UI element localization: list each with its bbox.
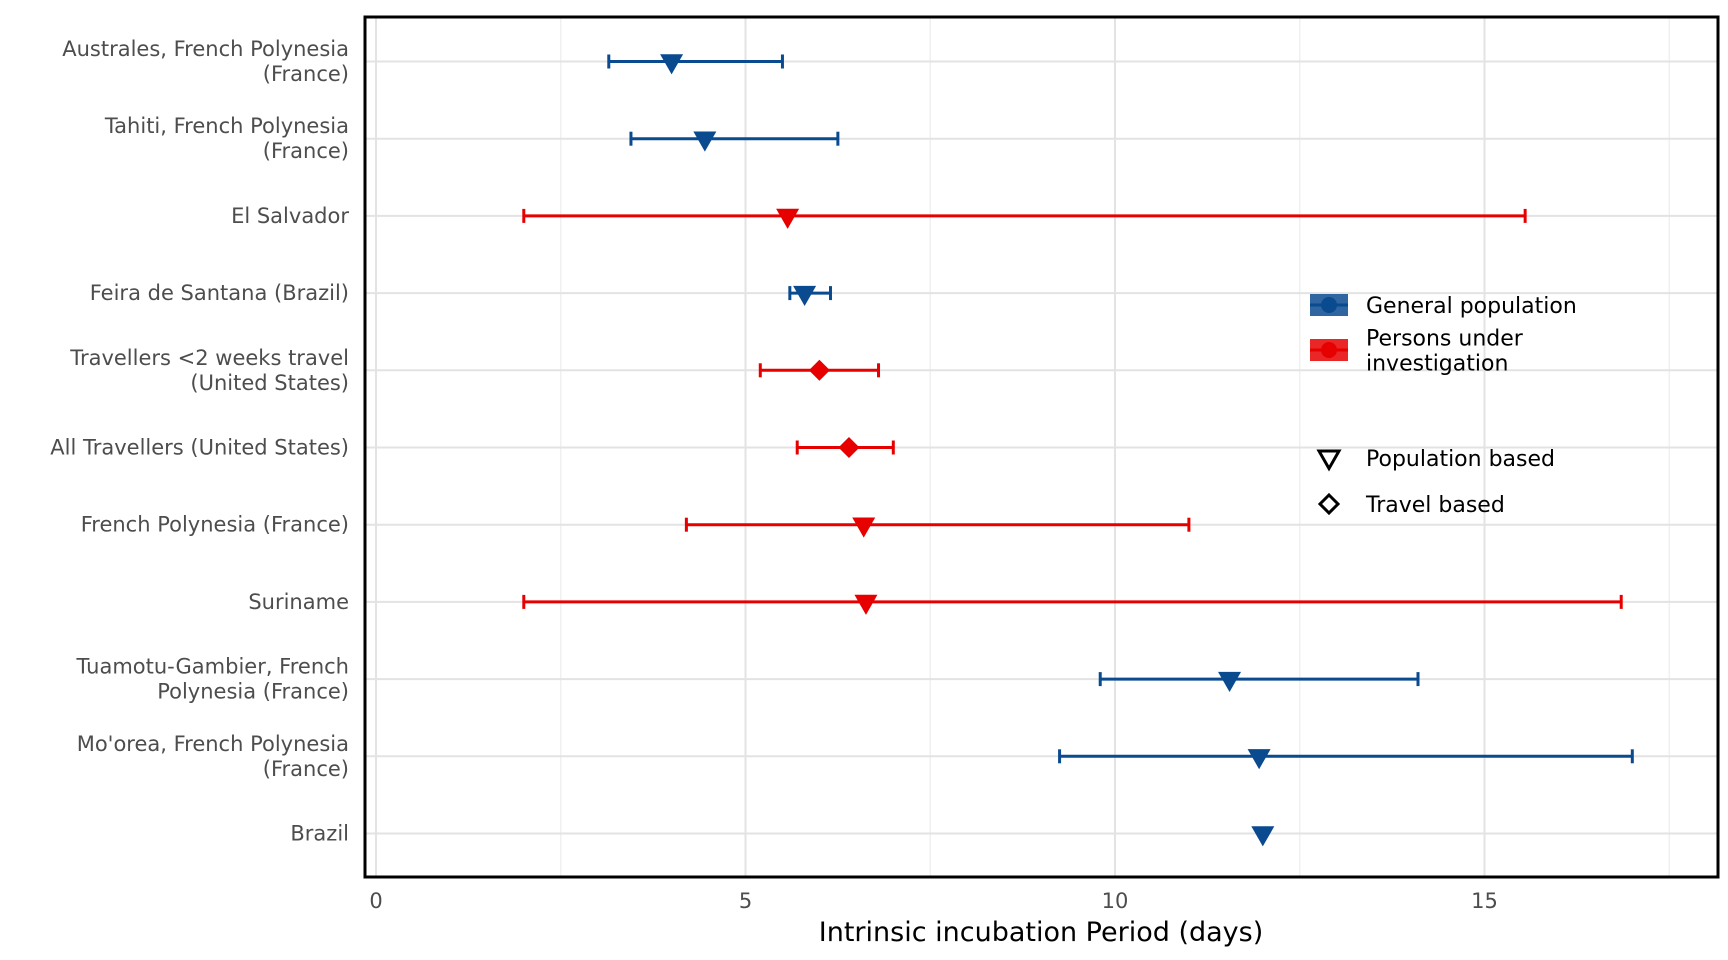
y-axis-label: Feira de Santana (Brazil) [90,281,349,305]
y-axis-label: (France) [263,139,349,163]
legend-label-investigation: investigation [1366,352,1508,377]
y-axis-label: Travellers <2 weeks travel [69,346,349,370]
y-axis-label: (France) [263,757,349,781]
y-axis-labels: Australes, French Polynesia(France)Tahit… [50,37,349,846]
estimate-triangle [854,594,878,615]
estimate-triangle [793,285,817,307]
x-tick-label: 0 [369,889,382,913]
legend-diamond-icon [1317,492,1341,516]
data-marks [522,54,1634,847]
y-axis-label: Tahiti, French Polynesia [104,114,349,138]
legend-label-investigation: Persons under [1366,327,1524,352]
estimate-triangle [660,54,684,75]
legend-triangle-icon [1316,449,1342,472]
x-tick-label: 10 [1102,889,1129,913]
x-axis-ticks: 0 5 10 15 [369,889,1498,913]
legend-key-point [1321,342,1337,358]
estimate-diamond [838,437,860,458]
y-axis-label: (France) [263,62,349,86]
estimate-triangle [1251,826,1275,847]
x-tick-label: 5 [739,889,752,913]
legend-key-point [1321,297,1337,313]
legend-label-travel: Travel based [1365,493,1505,518]
plot-panel-border [363,15,1720,879]
y-axis-label: Tuamotu-Gambier, French [76,655,350,679]
estimate-diamond [808,359,830,381]
y-axis-label: French Polynesia (France) [81,513,349,537]
y-axis-label: Suriname [248,590,349,614]
y-axis-label: Mo'orea, French Polynesia [77,732,349,756]
y-axis-label: El Salvador [231,204,349,228]
estimate-triangle [1247,749,1271,770]
y-axis-label: Polynesia (France) [157,680,349,704]
legend-label-population: Population based [1366,447,1555,472]
y-axis-label: (United States) [190,371,349,395]
y-axis-label: All Travellers (United States) [50,436,349,460]
estimate-triangle [852,517,876,538]
estimate-triangle [776,208,800,229]
estimate-triangle [693,131,717,152]
legend: General population Persons underinvestiga… [1310,294,1577,518]
y-axis-label: Brazil [290,822,349,846]
estimate-triangle [1218,671,1242,693]
x-tick-label: 15 [1471,889,1498,913]
y-axis-label: Australes, French Polynesia [62,37,349,61]
legend-label-general: General population [1366,294,1577,319]
x-axis-title: Intrinsic incubation Period (days) [819,917,1264,948]
